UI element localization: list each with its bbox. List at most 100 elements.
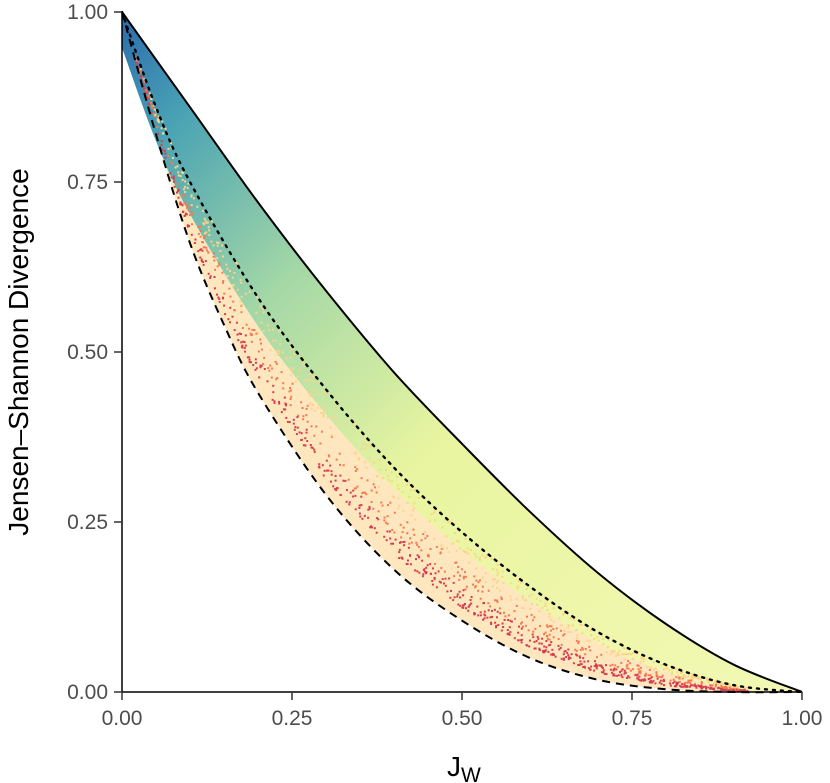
density-cell bbox=[232, 284, 235, 287]
density-cell bbox=[150, 98, 153, 101]
density-cell bbox=[316, 406, 319, 409]
density-cell bbox=[216, 244, 219, 247]
density-cell bbox=[236, 333, 239, 336]
density-cell bbox=[425, 566, 428, 569]
density-cell bbox=[358, 506, 361, 509]
density-cell bbox=[358, 504, 361, 507]
density-cell bbox=[158, 118, 161, 121]
density-cell bbox=[586, 639, 589, 642]
y-tick-label: 0.50 bbox=[67, 341, 108, 364]
density-cell bbox=[607, 638, 610, 641]
density-cell bbox=[403, 540, 406, 543]
density-cell bbox=[689, 682, 692, 684]
density-cell bbox=[686, 681, 689, 684]
density-cell bbox=[172, 177, 175, 180]
density-cell bbox=[434, 572, 437, 575]
density-cell bbox=[467, 605, 470, 608]
density-cell bbox=[368, 505, 371, 508]
density-cell bbox=[483, 610, 486, 613]
density-cell bbox=[356, 468, 359, 471]
density-cell bbox=[325, 469, 328, 472]
density-cell bbox=[296, 426, 299, 429]
density-cell bbox=[479, 614, 482, 617]
density-cell bbox=[647, 678, 650, 680]
density-cell bbox=[398, 548, 401, 551]
density-cell bbox=[507, 614, 510, 617]
density-cell bbox=[624, 653, 626, 656]
density-cell bbox=[218, 297, 221, 300]
density-cell bbox=[563, 633, 566, 636]
density-cell bbox=[681, 677, 684, 680]
density-cell bbox=[339, 494, 342, 496]
density-cell bbox=[313, 450, 316, 453]
density-cell bbox=[623, 672, 626, 675]
density-cell bbox=[348, 503, 351, 506]
density-cell bbox=[260, 348, 263, 351]
density-cell bbox=[152, 104, 155, 107]
density-cell bbox=[700, 686, 703, 688]
density-cell bbox=[533, 647, 536, 650]
density-cell bbox=[552, 607, 555, 610]
density-cell bbox=[621, 653, 624, 655]
density-cell bbox=[330, 434, 333, 437]
density-cell bbox=[722, 683, 724, 686]
density-cell bbox=[421, 575, 424, 578]
density-cell bbox=[569, 630, 572, 633]
density-cell bbox=[502, 626, 505, 628]
density-cell bbox=[443, 582, 445, 585]
density-cell bbox=[142, 85, 145, 88]
density-cell bbox=[288, 421, 291, 424]
density-cell bbox=[701, 687, 704, 690]
density-cell bbox=[484, 614, 487, 617]
density-cell bbox=[262, 308, 265, 311]
density-cell bbox=[726, 687, 729, 690]
density-cell bbox=[517, 639, 520, 642]
density-cell bbox=[459, 604, 462, 607]
density-cell bbox=[260, 364, 263, 367]
density-cell bbox=[353, 452, 356, 455]
density-cell bbox=[487, 609, 490, 612]
density-cell bbox=[378, 458, 381, 461]
density-cell bbox=[278, 400, 280, 403]
density-cell bbox=[157, 115, 160, 118]
x-tick-label: 0.50 bbox=[442, 707, 483, 730]
density-cell bbox=[691, 676, 694, 678]
density-cell bbox=[474, 612, 476, 615]
density-cell bbox=[590, 634, 593, 637]
density-cell bbox=[398, 551, 401, 554]
density-cell bbox=[627, 660, 630, 662]
density-cell bbox=[615, 654, 618, 657]
x-axis-title-subscript: W bbox=[461, 764, 481, 783]
density-cell bbox=[259, 364, 262, 367]
density-cell bbox=[514, 617, 516, 620]
density-cell bbox=[490, 557, 493, 560]
density-cell bbox=[236, 288, 239, 291]
density-cell bbox=[579, 648, 582, 651]
density-cell bbox=[332, 485, 335, 488]
density-cell bbox=[631, 652, 634, 655]
density-cell bbox=[496, 574, 499, 577]
density-cell bbox=[151, 107, 154, 109]
density-cell bbox=[737, 690, 740, 692]
density-cell bbox=[624, 671, 627, 674]
density-cell bbox=[423, 570, 426, 573]
density-cell bbox=[299, 369, 301, 372]
density-cell bbox=[509, 595, 512, 598]
density-cell bbox=[308, 379, 311, 382]
density-cell bbox=[580, 663, 583, 666]
density-cell bbox=[149, 102, 152, 105]
density-cell bbox=[157, 132, 160, 135]
density-cell bbox=[464, 603, 466, 605]
density-cell bbox=[325, 459, 328, 462]
density-cell bbox=[248, 327, 251, 330]
density-cell bbox=[636, 677, 639, 680]
density-cell bbox=[613, 674, 616, 677]
density-cell bbox=[289, 356, 292, 359]
density-cell bbox=[164, 127, 167, 130]
density-cell bbox=[197, 233, 200, 235]
density-cell bbox=[352, 489, 355, 492]
density-cell bbox=[482, 602, 485, 605]
density-cell bbox=[694, 683, 696, 686]
density-cell bbox=[503, 611, 505, 614]
